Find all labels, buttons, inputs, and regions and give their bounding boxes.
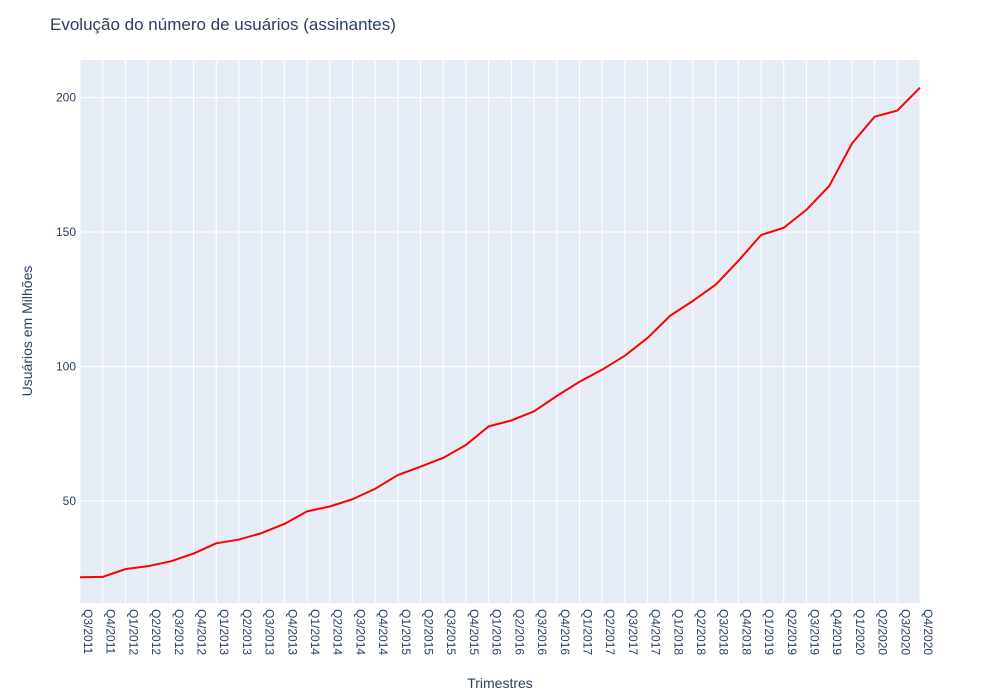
x-tick-label: Q2/2017: [603, 609, 617, 655]
x-tick-label: Q4/2015: [467, 609, 481, 655]
y-tick-label: 150: [56, 225, 76, 239]
x-tick-label: Q4/2014: [376, 609, 390, 655]
x-tick-label: Q4/2018: [739, 609, 753, 655]
x-tick-label: Q3/2011: [81, 609, 95, 654]
x-tick-label: Q3/2014: [353, 609, 367, 655]
x-tick-label: Q4/2012: [195, 609, 209, 655]
x-tick-label: Q3/2017: [626, 609, 640, 655]
series-layer: [79, 86, 921, 579]
x-tick-label: Q2/2013: [240, 609, 254, 655]
x-tick-label: Q2/2020: [876, 609, 890, 655]
x-tick-label: Q4/2017: [649, 609, 663, 655]
x-tick-label: Q1/2015: [399, 609, 413, 655]
x-tick-label: Q2/2019: [785, 609, 799, 655]
x-tick-label: Q3/2018: [717, 609, 731, 655]
y-tick-label: 50: [63, 494, 77, 508]
x-tick-label: Q1/2020: [853, 609, 867, 655]
x-tick-label: Q2/2016: [512, 609, 526, 655]
x-tick-label: Q2/2015: [422, 609, 436, 655]
x-tick-label: Q4/2013: [285, 609, 299, 655]
series-line: [79, 86, 921, 579]
y-tick-label: 100: [56, 359, 76, 373]
x-tick-label: Q4/2016: [558, 609, 572, 655]
x-tick-label: Q3/2020: [898, 609, 912, 655]
x-tick-label: Q4/2020: [921, 609, 935, 655]
x-tick-label: Q2/2012: [149, 609, 163, 655]
plot-area: [80, 60, 920, 603]
x-tick-label: Q1/2016: [490, 609, 504, 655]
y-tick-labels: 50 100 150 200: [56, 91, 76, 508]
x-axis-title: Trimestres: [467, 675, 533, 691]
x-tick-label: Q1/2012: [126, 609, 140, 655]
x-tick-label: Q1/2014: [308, 609, 322, 655]
x-tick-label: Q3/2019: [807, 609, 821, 655]
x-tick-label: Q4/2011: [104, 609, 118, 654]
x-tick-label: Q2/2018: [694, 609, 708, 655]
chart-title: Evolução do número de usuários (assinant…: [50, 15, 396, 34]
y-axis-title: Usuários em Milhões: [19, 266, 35, 397]
x-tick-label: Q3/2013: [263, 609, 277, 655]
x-tick-labels: Q3/2011 Q4/2011 Q1/2012 Q2/2012 Q3/2012 Q4/20…: [81, 609, 935, 655]
x-tick-label: Q4/2019: [830, 609, 844, 655]
x-tick-label: Q3/2015: [444, 609, 458, 655]
x-tick-label: Q1/2013: [217, 609, 231, 655]
x-tick-label: Q3/2012: [172, 609, 186, 655]
y-tick-label: 200: [56, 91, 76, 105]
x-tick-label: Q3/2016: [535, 609, 549, 655]
x-tick-label: Q1/2019: [762, 609, 776, 655]
grid-lines: [79, 60, 921, 603]
x-tick-label: Q1/2017: [580, 609, 594, 655]
x-tick-label: Q2/2014: [331, 609, 345, 655]
x-tick-label: Q1/2018: [671, 609, 685, 655]
